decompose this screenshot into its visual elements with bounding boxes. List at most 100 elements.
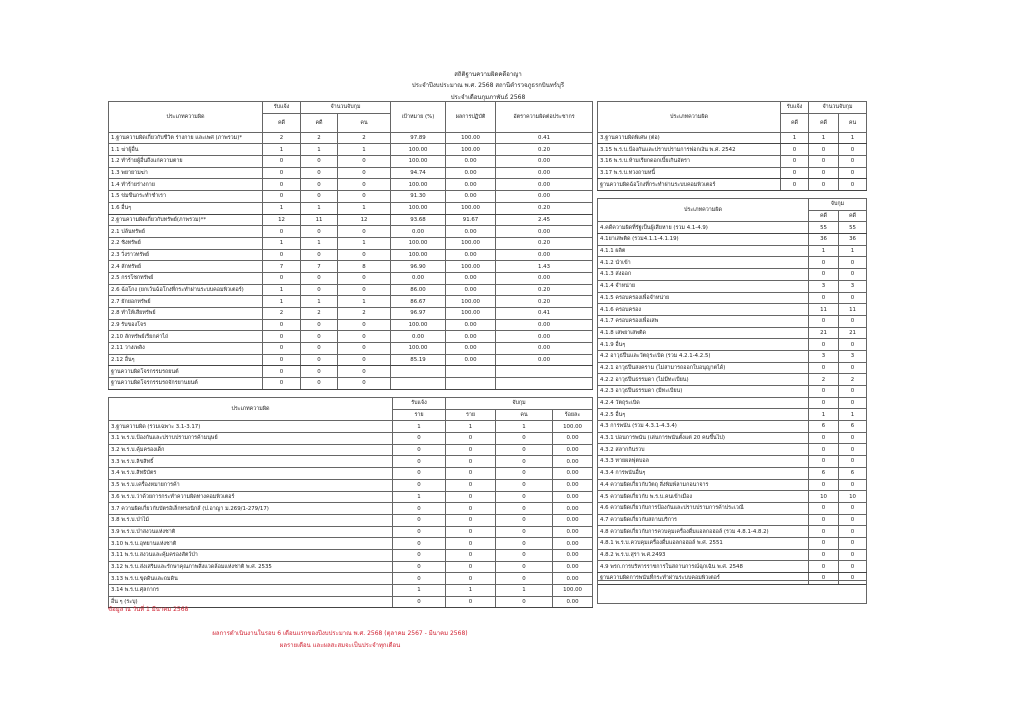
table-row: 4.1.7 ครอบครองเพื่อเสพ 0 0 [597,314,867,328]
row-label: 3.17 พ.ร.บ.ทวงถามหนี้ [597,166,781,180]
row-label: 4.8.1 พ.ร.บ.ควบคุมเครื่องดื่มแอลกอฮอล์ พ… [597,536,809,550]
row-value: 0 [300,166,338,180]
row-value: 1 [262,143,301,157]
row-label: 3.11 พ.ร.บ.สงวนและคุ้มครองสัตว์ป่า [108,548,393,562]
row-value: 2 [336,131,392,145]
table-row: ฐานความผิดโจรกรรมรถยนต์ 0 0 0 [108,365,594,379]
table-row: 3.8 พ.ร.บ.ป่าไม้ 0 0 0 0.00 [108,513,594,527]
row-value: 1 [262,201,301,215]
row-value: 0 [495,490,553,504]
table-row: 4.1.8 เสพยาเสพติด 21 21 [597,326,867,340]
row-value: 0 [838,525,867,538]
row-value: 0 [392,478,446,492]
row-value: 0 [838,338,867,351]
row-value: 0 [808,396,839,410]
row-value [390,377,447,390]
row-value: 0 [495,443,553,457]
row-value: 0.00 [551,443,594,457]
row-value: 0 [392,560,446,574]
table-row: 3.1 พ.ร.บ.ป้องกันและปราบปรามการค้ามนุษย์… [108,432,594,445]
row-value: 0.00 [551,525,594,539]
row-value: 0.00 [495,225,594,238]
row-value: 10 [838,490,867,503]
table-row: อื่น ๆ (ระบุ) 0 0 0 0.00 [108,595,594,609]
title-line3: ประจำเดือนกุมภาพันธ์ 2568 [450,94,526,101]
row-value: 0 [336,330,392,344]
table-row: 1.2 ทำร้ายผู้อื่นถึงแก่ความตาย 0 0 0 100.00 0… [108,155,594,168]
table-row: 3.11 พ.ร.บ.สงวนและคุ้มครองสัตว์ป่า 0 0 0 0.0… [108,548,594,562]
row-value: 0 [808,314,839,328]
row-value: 0 [445,490,496,504]
row-value: 0 [838,291,867,305]
row-value: 0 [336,342,392,355]
table-row: 2.2 ชิงทรัพย์ 1 1 1 100.00 100.00 0.20 [108,236,594,250]
row-label: 1.2 ทำร้ายผู้อื่นถึงแก่ความตาย [108,155,263,168]
row-value: 0 [808,548,839,562]
row-label: 3.15 พ.ร.บ.ป้องกันและปราบปรามการฟอกเงิน … [597,143,781,157]
table-row: 4.1.9 อื่นๆ 0 0 [597,338,867,351]
row-value: 0.41 [495,307,594,320]
row-value: 0 [838,431,867,445]
row-value: 0 [300,353,338,367]
header-cases: คดี [808,209,839,223]
row-value: 0 [300,365,338,379]
header-cases: ราย [392,408,446,422]
row-value: 0 [336,155,392,168]
row-value: 0 [336,318,392,332]
row-value: 0 [445,513,496,527]
row-label: 3.16 พ.ร.บ.ห้ามเรียกดอกเบี้ยเกินอัตรา [597,155,781,168]
row-label: 3.12 พ.ร.บ.ส่งเสริมและรักษาคุณภาพสิ่งแวด… [108,560,393,574]
row-value: 3 [808,349,839,363]
row-label: 4.7 ความผิดเกี่ยวกับสถานบริการ [597,513,809,527]
header-type: ประเภทความผิด [597,101,781,133]
table-row: 2.9 รับของโจร 0 0 0 100.00 0.00 0.00 [108,318,594,332]
table-row: 2.12 อื่นๆ 0 0 0 85.19 0.00 0.00 [108,353,594,367]
table-row: 3.ฐานความผิดพิเศษ (ต่อ) 1 1 1 [597,131,868,145]
row-value: 0.00 [495,248,594,262]
row-value: 0 [808,155,839,168]
row-value: 100.00 [445,143,497,157]
row-value: 0 [336,271,392,285]
table-row: 2.7 ยักยอกทรัพย์ 1 1 1 86.67 100.00 0.20 [108,295,594,308]
row-value: 0 [808,268,839,281]
row-label: 1.4 ทำร้ายร่างกาย [108,178,263,192]
row-value: 0 [838,455,867,468]
row-value: 0 [336,365,392,379]
table-row: 4.8.1 พ.ร.บ.ควบคุมเครื่องดื่มแอลกอฮอล์ พ… [597,536,867,550]
row-value: 0 [445,502,496,515]
header-persons: คน [837,112,868,133]
row-label: 4.1.7 ครอบครองเพื่อเสพ [597,314,809,328]
row-value: 10 [808,490,839,503]
as-of-date: ข้อมูล ณ วันที่ 1 มีนาคม 2568 [108,606,189,613]
header-target: เป้าหมาย (%) [390,101,447,133]
row-value: 2 [336,307,392,320]
row-value: 0 [445,455,496,469]
row-value: 0 [300,190,338,203]
row-value: 1 [262,236,301,250]
row-value: 0 [808,256,839,270]
row-value: 0 [838,513,867,527]
row-value: 0 [392,548,446,562]
row-value: 0.20 [495,295,594,308]
row-value: 0.00 [495,178,594,192]
row-value: 0 [262,330,301,344]
row-value: 0.00 [495,155,594,168]
row-value: 0 [445,595,496,609]
table-row: 3.15 พ.ร.บ.ป้องกันและปราบปรามการฟอกเงิน … [597,143,868,157]
table-row: 4.1.2 นำเข้า 0 0 [597,256,867,270]
row-value: 0 [262,225,301,238]
row-label: 4.1.6 ครอบครอง [597,303,809,316]
row-label: 4.4 ความผิดเกี่ยวกับวัตถุ สิ่งพิมพ์ลามกอ… [597,478,809,492]
row-value: 0.00 [445,225,497,238]
table-row: 4.7 ความผิดเกี่ยวกับสถานบริการ 0 0 [597,513,867,527]
row-value: 1 [392,584,446,597]
row-value: 1 [495,420,553,434]
table-row: 1.1 ฆ่าผู้อื่น 1 1 1 100.00 100.00 0.20 [108,143,594,157]
row-label: 3.10 พ.ร.บ.อุทยานแห่งชาติ [108,537,393,550]
row-value: 55 [808,221,839,235]
row-value [495,377,594,390]
table-row: 2.6 ฉ้อโกง (ยกเว้นฉ้อโกงที่กระทำผ่านระบบ… [108,283,594,297]
row-value: 0 [300,318,338,332]
row-value: 0.00 [445,248,497,262]
row-value: 2 [808,373,839,386]
